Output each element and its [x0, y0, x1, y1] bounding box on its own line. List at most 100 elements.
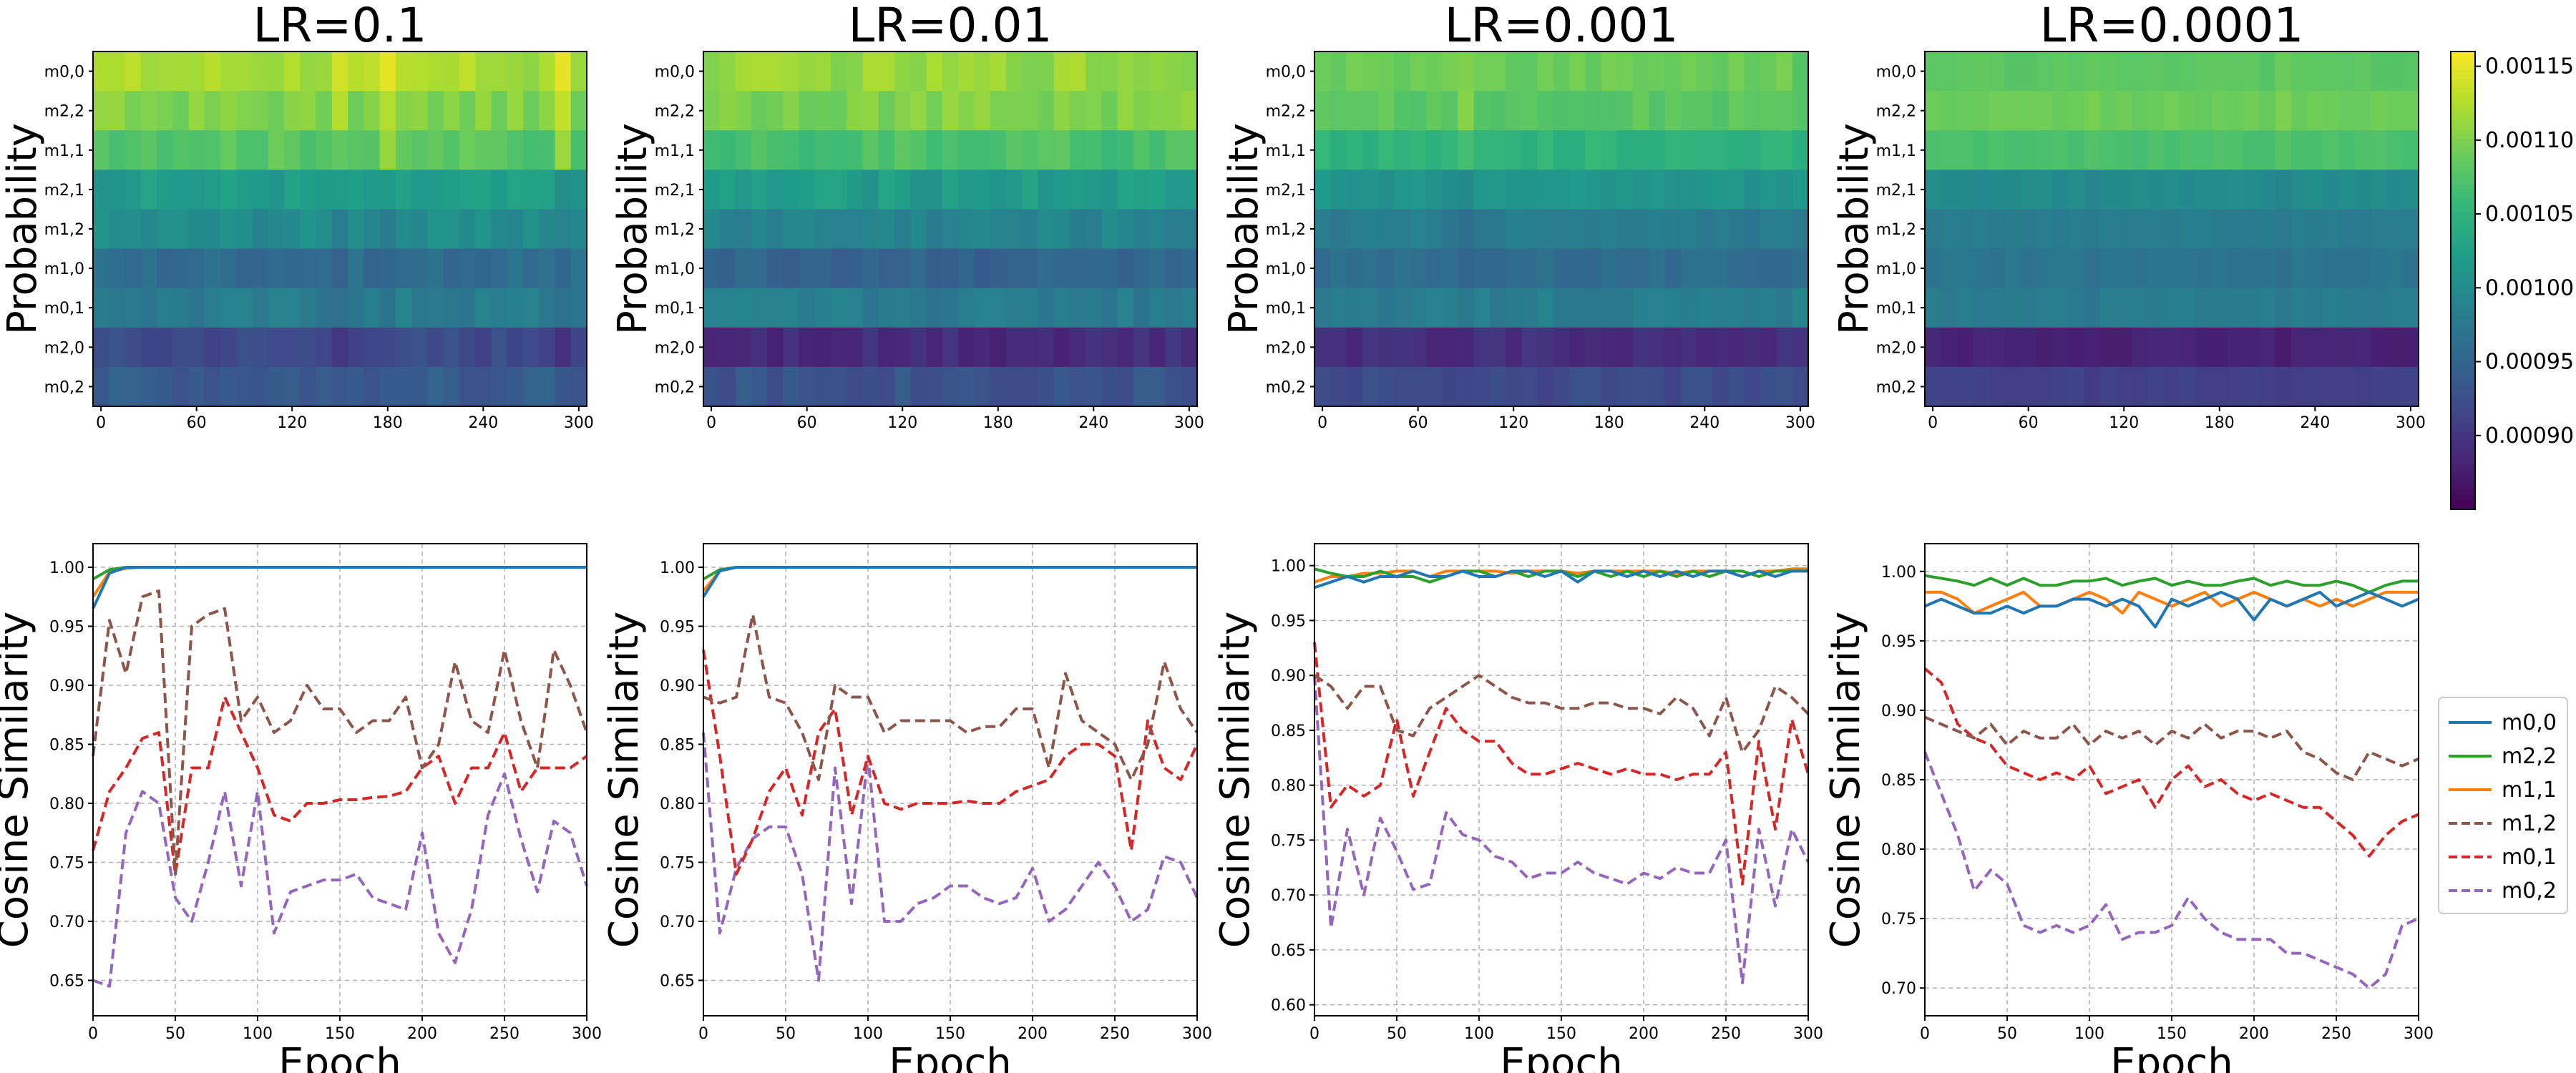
- heatmap-cell: [1680, 91, 1697, 131]
- y-tick-label: 0.80: [1271, 778, 1306, 795]
- colorbar-band: [2451, 395, 2475, 400]
- heatmap-cell: [2132, 91, 2149, 131]
- heatmap-cell: [443, 327, 460, 368]
- heatmap-cell: [364, 248, 381, 289]
- heatmap-cell: [2354, 91, 2371, 131]
- heatmap-cell: [395, 366, 412, 407]
- heatmap-cell: [1005, 130, 1023, 170]
- heatmap-cell: [1941, 209, 1958, 250]
- heatmap-cell: [1553, 288, 1570, 328]
- heatmap-cell: [507, 327, 524, 368]
- heatmap-cell: [2227, 288, 2244, 328]
- heatmap-cell: [395, 327, 412, 368]
- heatmap-cell: [411, 91, 429, 131]
- heatmap-cell: [958, 248, 975, 289]
- heatmap-cell: [555, 288, 572, 328]
- colorbar-band: [2451, 340, 2475, 346]
- heatmap-cell: [1569, 91, 1586, 131]
- colorbar-band: [2451, 367, 2475, 373]
- heatmap-cell: [570, 288, 587, 328]
- colorbar-band: [2451, 477, 2475, 483]
- heatmap-cell: [1442, 130, 1458, 170]
- heatmap-cell: [1553, 170, 1570, 210]
- heatmap-cell: [475, 288, 492, 328]
- heatmap-cell: [2163, 52, 2180, 92]
- x-tick-label: 250: [2321, 1025, 2351, 1043]
- heatmap-cell: [1553, 248, 1570, 289]
- heatmap-cell: [1697, 91, 1714, 131]
- heatmap-cell: [109, 209, 126, 250]
- heatmap-cell: [93, 170, 109, 210]
- heatmap-cell: [1117, 91, 1134, 131]
- heatmap-ylabel: Probability: [610, 123, 656, 335]
- x-tick-label: 300: [1785, 414, 1815, 432]
- heatmap-cell: [459, 130, 476, 170]
- heatmap-cell: [831, 91, 847, 131]
- heatmap-cell: [1394, 91, 1411, 131]
- heatmap-cell: [1553, 52, 1570, 92]
- heatmap-cell: [2116, 170, 2132, 210]
- heatmap-cell: [2132, 209, 2149, 250]
- colorbar-band: [2451, 495, 2475, 501]
- heatmap-cell: [2180, 91, 2196, 131]
- heatmap-cell: [1616, 52, 1634, 92]
- heatmap-cell: [990, 366, 1007, 407]
- heatmap-cell: [1085, 209, 1103, 250]
- heatmap-cell: [2275, 288, 2292, 328]
- x-tick-label: 300: [2404, 1025, 2434, 1043]
- heatmap-cell: [1330, 130, 1347, 170]
- heatmap-cell: [1760, 366, 1777, 407]
- colorbar-band: [2451, 92, 2475, 98]
- heatmap-cell: [719, 366, 736, 407]
- heatmap-cell: [157, 327, 173, 368]
- heatmap-cell: [2147, 248, 2165, 289]
- heatmap-cell: [751, 52, 768, 92]
- heatmap-cell: [300, 327, 317, 368]
- colorbar: 0.00090 0.00095 0.00100 0.00105 0.00110 0.001…: [2450, 51, 2574, 510]
- heatmap-cell: [459, 327, 476, 368]
- heatmap-cell: [475, 248, 492, 289]
- heatmap-cell: [2227, 366, 2244, 407]
- heatmap-cell: [364, 209, 381, 250]
- heatmap-cell: [1633, 366, 1650, 407]
- heatmap-cell: [2386, 366, 2404, 407]
- heatmap-cell: [1744, 52, 1761, 92]
- colorbar-band: [2451, 441, 2475, 446]
- heatmap-cell: [1697, 130, 1714, 170]
- heatmap-cell: [2195, 91, 2212, 131]
- legend: m0,0 m2,2 m1,1 m1,2 m0,1 m0,2: [2438, 697, 2568, 914]
- heatmap-cell: [236, 327, 253, 368]
- heatmap-cell: [220, 170, 237, 210]
- heatmap-cell: [125, 130, 142, 170]
- x-tick-label: 60: [187, 414, 207, 432]
- heatmap-cell: [1053, 209, 1070, 250]
- heatmap-cell: [1394, 170, 1411, 210]
- heatmap-cell: [157, 366, 173, 407]
- heatmap-cell: [316, 327, 333, 368]
- heatmap-cell: [1776, 366, 1793, 407]
- heatmap-cell: [2323, 366, 2340, 407]
- heatmap-cell: [1972, 209, 1989, 250]
- heatmap-cell: [1085, 52, 1103, 92]
- heatmap-cell: [1069, 91, 1086, 131]
- heatmap-cell: [910, 130, 927, 170]
- legend-item: m1,2: [2449, 811, 2557, 836]
- heatmap-cell: [1506, 52, 1522, 92]
- colorbar-band: [2451, 298, 2475, 304]
- series-line-m0-1: [1313, 642, 1810, 886]
- colorbar-band: [2451, 413, 2475, 418]
- heatmap-cell: [2068, 91, 2085, 131]
- heatmap-cell: [2307, 52, 2324, 92]
- heatmap-cell: [1521, 209, 1538, 250]
- heatmap-cell: [2259, 248, 2276, 289]
- heatmap-cell: [1664, 288, 1682, 328]
- row-label: m2,2: [1876, 103, 1916, 121]
- heatmap-cell: [814, 130, 831, 170]
- heatmap-cell: [2290, 52, 2308, 92]
- colorbar-band: [2451, 60, 2475, 66]
- heatmap-cell: [2259, 91, 2276, 131]
- heatmap-cell: [2195, 366, 2212, 407]
- heatmap-cell: [2052, 91, 2069, 131]
- colorbar-band: [2451, 83, 2475, 89]
- heatmap-cell: [767, 248, 784, 289]
